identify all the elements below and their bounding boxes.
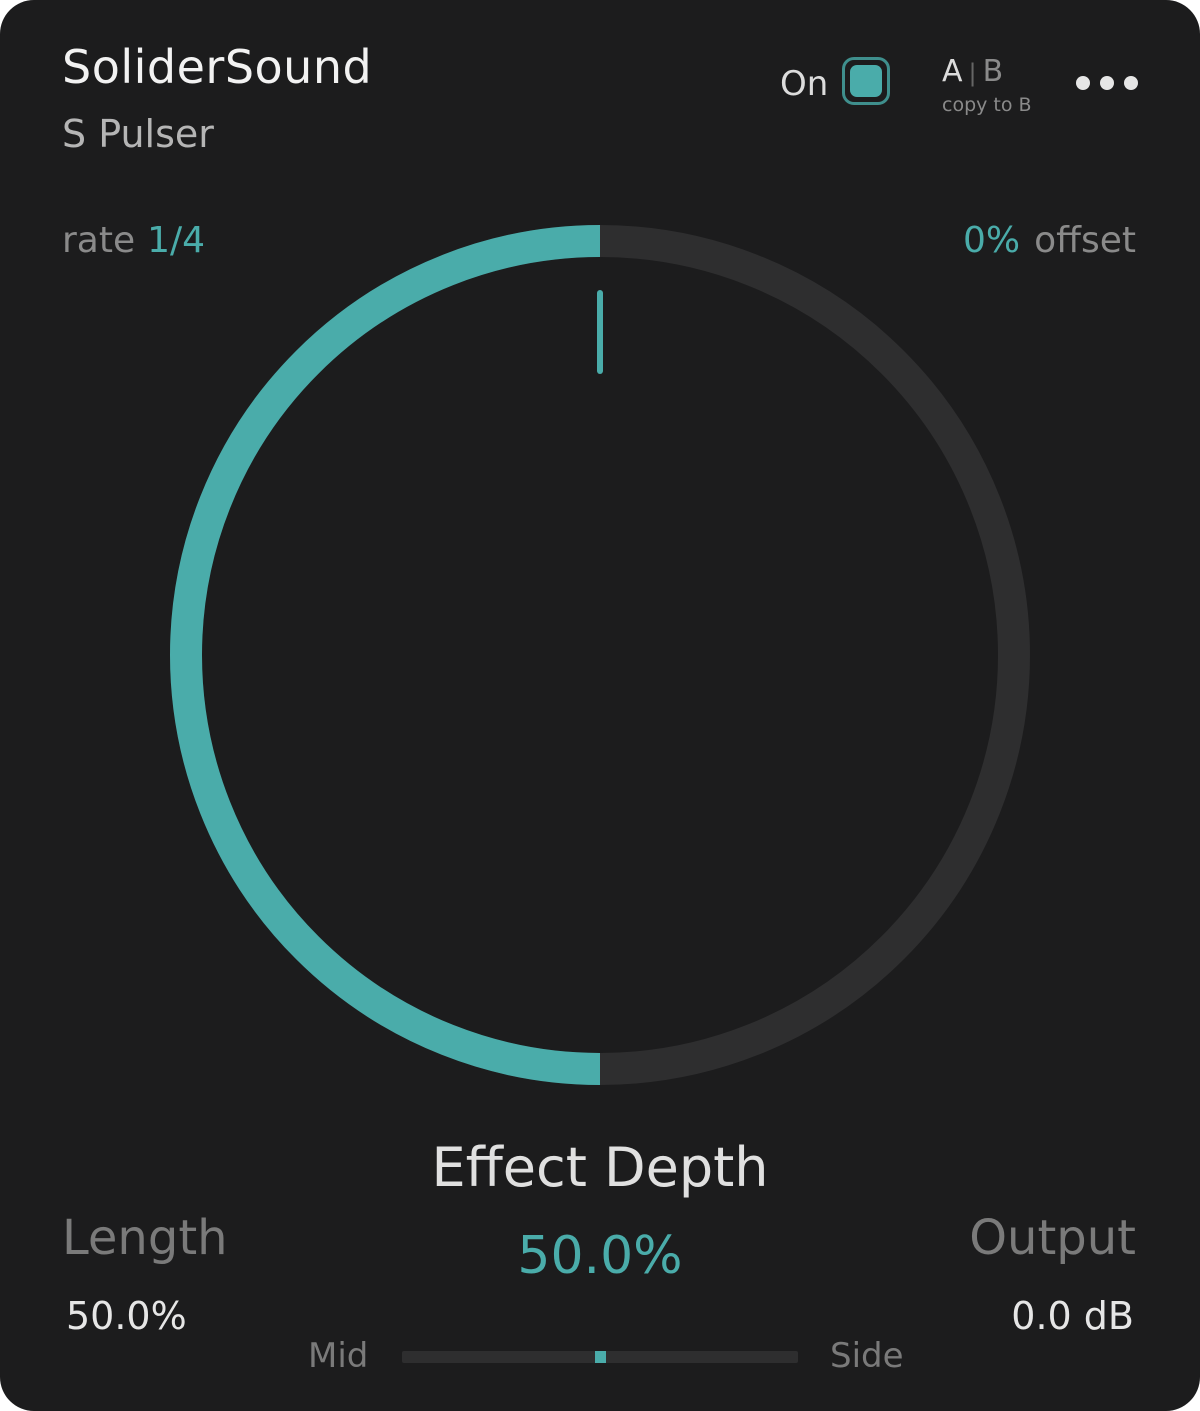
- more-options-icon[interactable]: [1076, 76, 1138, 90]
- output-label: Output: [969, 1210, 1136, 1266]
- offset-value[interactable]: 0%: [963, 220, 1021, 261]
- copy-to-b-button[interactable]: copy to B: [942, 94, 1032, 116]
- mid-label: Mid: [308, 1336, 369, 1376]
- length-label: Length: [62, 1210, 228, 1266]
- offset-control[interactable]: 0% offset: [963, 220, 1136, 261]
- effect-depth-value[interactable]: 50.0%: [517, 1226, 683, 1286]
- mid-side-thumb[interactable]: [594, 1351, 606, 1363]
- length-value[interactable]: 50.0%: [66, 1294, 187, 1338]
- rate-label: rate: [62, 220, 136, 261]
- rate-control[interactable]: rate 1/4: [62, 220, 205, 261]
- mid-side-slider[interactable]: [402, 1351, 798, 1363]
- offset-label: offset: [1034, 220, 1136, 261]
- toggle-fill: [850, 65, 882, 97]
- rate-value[interactable]: 1/4: [147, 220, 206, 261]
- effect-depth-label: Effect Depth: [431, 1136, 769, 1199]
- product-name: S Pulser: [62, 112, 214, 156]
- brand-logo: SoliderSound: [62, 40, 373, 94]
- power-toggle[interactable]: [842, 57, 890, 105]
- ab-separator: |: [968, 59, 977, 87]
- on-label: On: [780, 64, 829, 104]
- side-label: Side: [830, 1336, 904, 1376]
- ab-switch[interactable]: A | B: [942, 54, 1003, 89]
- preset-a[interactable]: A: [942, 54, 963, 89]
- output-value[interactable]: 0.0 dB: [1011, 1294, 1134, 1338]
- preset-b[interactable]: B: [982, 54, 1004, 89]
- knob-value-arc: [170, 225, 601, 1085]
